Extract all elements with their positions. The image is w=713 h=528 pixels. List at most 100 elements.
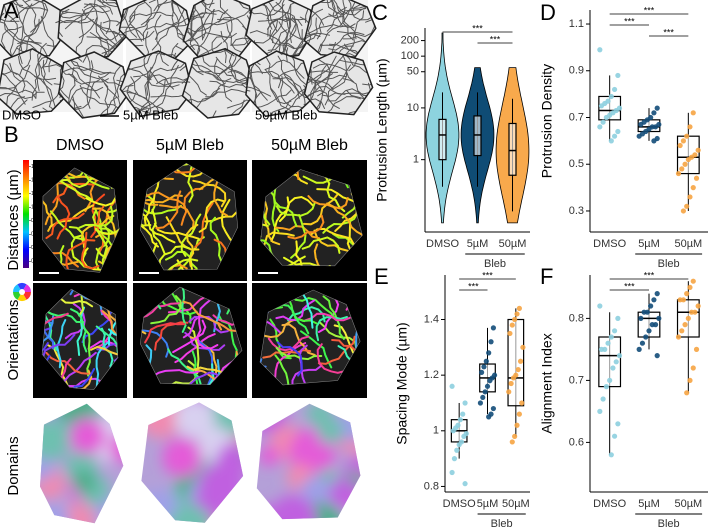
ridge xyxy=(326,0,342,15)
ridge xyxy=(343,43,376,58)
cell-outline xyxy=(119,50,194,118)
x-tick-label: 5µM xyxy=(477,498,499,510)
data-point xyxy=(514,422,520,428)
ridge xyxy=(156,66,193,85)
ridge xyxy=(64,5,106,30)
ridge xyxy=(140,301,186,319)
ridge xyxy=(183,0,215,6)
ridge xyxy=(166,264,188,271)
ridge xyxy=(78,205,114,229)
data-point xyxy=(603,384,609,390)
domain xyxy=(300,476,331,507)
data-point xyxy=(597,303,603,309)
data-point xyxy=(514,311,520,317)
data-point xyxy=(597,408,603,414)
ridge xyxy=(17,40,56,58)
ridge xyxy=(2,0,24,6)
ridge xyxy=(0,0,20,23)
ridge xyxy=(191,20,231,42)
orientation-wheel xyxy=(17,292,27,301)
data-point xyxy=(486,350,492,356)
ridge xyxy=(291,364,323,386)
x-tick-label: DMSO xyxy=(426,238,459,250)
data-point xyxy=(608,334,614,340)
ridge xyxy=(184,82,227,103)
domain xyxy=(256,509,273,520)
ridge xyxy=(320,32,365,47)
data-point xyxy=(484,383,491,389)
ridge xyxy=(220,198,235,245)
ridge xyxy=(165,250,198,271)
ridge xyxy=(95,17,113,60)
domain xyxy=(40,457,53,481)
ridge xyxy=(83,327,91,377)
column-header: 50µM Bleb xyxy=(271,137,348,154)
data-point xyxy=(685,156,691,163)
data-point xyxy=(486,414,492,420)
data-point xyxy=(487,378,493,384)
ridge xyxy=(198,198,226,233)
data-point xyxy=(687,377,693,383)
data-point xyxy=(506,389,512,395)
data-point xyxy=(516,411,522,417)
data-point xyxy=(450,428,456,434)
ridge xyxy=(287,214,325,240)
x-tick-label: 5µM xyxy=(638,498,660,510)
ridge xyxy=(143,52,150,100)
ridge xyxy=(144,322,186,344)
ridge xyxy=(304,43,323,58)
y-tick-label: 0.8 xyxy=(569,312,584,324)
data-point xyxy=(480,394,486,401)
ridge xyxy=(0,64,31,90)
ridge xyxy=(156,43,179,61)
data-point xyxy=(646,328,652,334)
ridge xyxy=(41,342,49,372)
ridge xyxy=(276,341,303,377)
colorbar-tick-label: 0.6 xyxy=(31,232,38,238)
y-tick-label: 0.3 xyxy=(569,205,584,217)
data-point xyxy=(684,390,690,396)
orientation-wheel-hole xyxy=(19,289,25,295)
data-point xyxy=(510,375,517,381)
ridge xyxy=(170,51,193,71)
ridge xyxy=(222,48,229,64)
ridge xyxy=(180,213,202,257)
ridge xyxy=(140,204,159,248)
ridge xyxy=(146,22,184,43)
ridge xyxy=(155,190,182,230)
ridge xyxy=(187,326,200,375)
data-point xyxy=(680,208,687,214)
data-point xyxy=(608,93,614,100)
data-point xyxy=(517,358,524,364)
ridge xyxy=(147,61,187,85)
cell-outline xyxy=(245,0,317,61)
data-point xyxy=(639,340,646,346)
cell-fill xyxy=(140,163,238,271)
ridge xyxy=(249,58,268,101)
ridge xyxy=(342,0,354,41)
x-tick-label: 50µM xyxy=(674,238,702,250)
ridge xyxy=(30,0,46,33)
ridge xyxy=(0,85,37,99)
data-point xyxy=(641,309,647,315)
ridge xyxy=(164,258,199,271)
y-tick-label: 0.9 xyxy=(569,65,584,77)
ridge xyxy=(119,10,145,38)
significance-label: *** xyxy=(482,270,493,280)
y-axis-title: Alignment Index xyxy=(539,333,555,433)
ridge xyxy=(196,9,215,55)
ridge xyxy=(236,81,257,87)
ridge xyxy=(304,68,334,90)
ridge xyxy=(82,114,122,118)
data-point xyxy=(695,147,701,153)
significance-label: *** xyxy=(644,270,655,280)
panel-letter: C xyxy=(372,0,388,25)
y-tick-label: 1 xyxy=(413,154,419,166)
ridge xyxy=(119,19,150,40)
row-label: Orientations xyxy=(5,300,22,381)
ridge xyxy=(41,315,55,363)
ridge xyxy=(80,231,100,270)
data-point xyxy=(608,138,614,144)
cell-outline xyxy=(0,47,67,115)
data-point xyxy=(482,389,488,395)
